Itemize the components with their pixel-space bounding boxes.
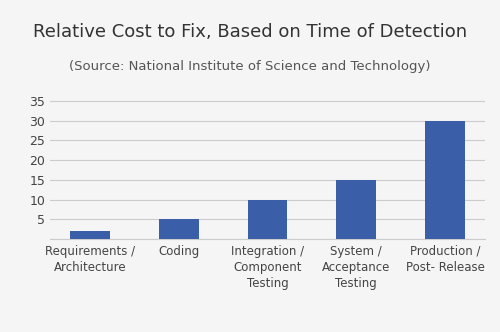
Bar <box>425 121 465 239</box>
Bar <box>70 231 110 239</box>
Bar <box>248 200 288 239</box>
Text: (Source: National Institute of Science and Technology): (Source: National Institute of Science a… <box>69 60 431 73</box>
Bar <box>158 219 198 239</box>
Text: Relative Cost to Fix, Based on Time of Detection: Relative Cost to Fix, Based on Time of D… <box>33 23 467 41</box>
Bar <box>336 180 376 239</box>
